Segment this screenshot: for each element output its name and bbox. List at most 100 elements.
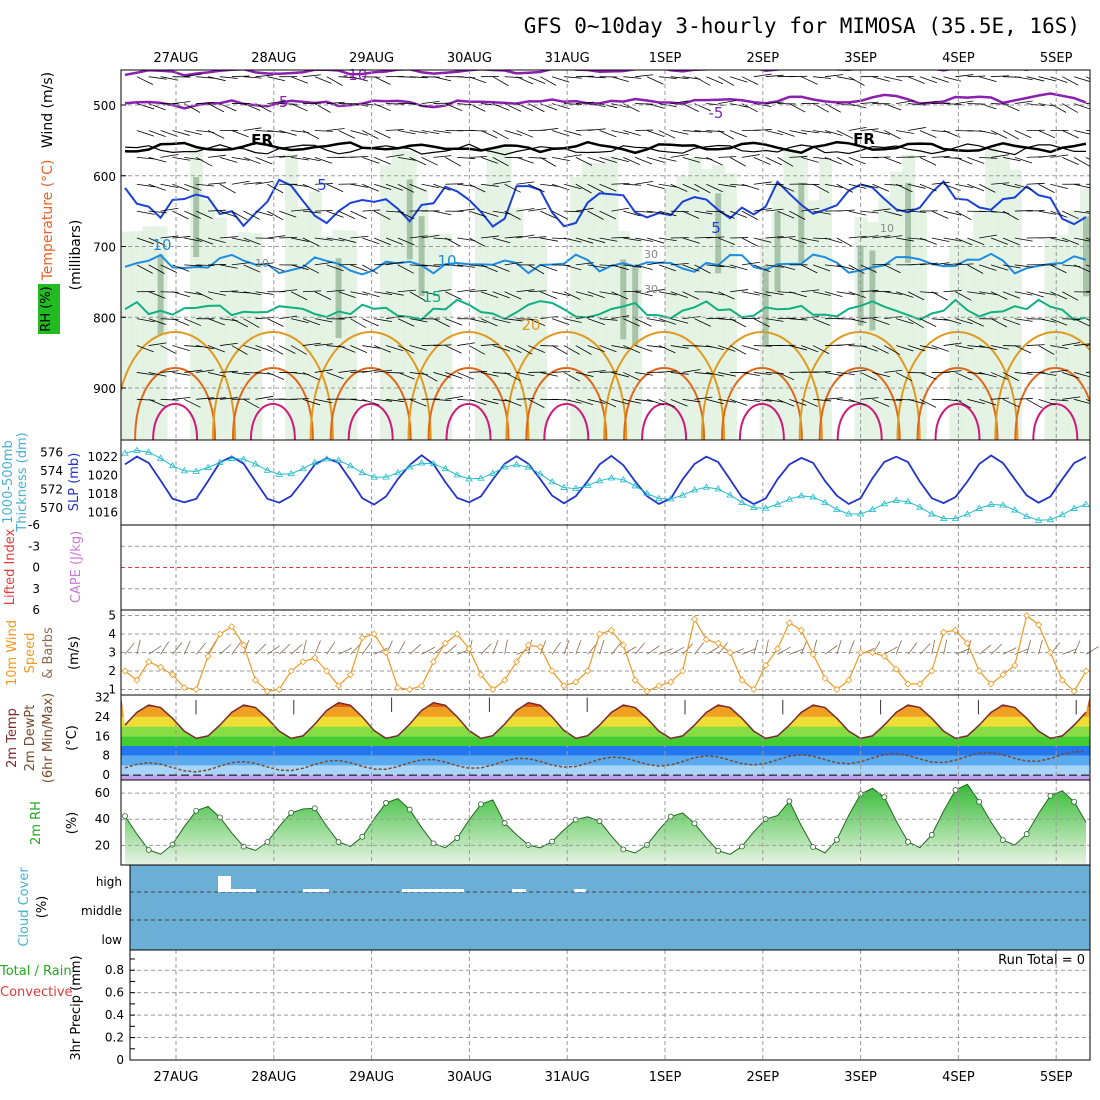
wind-barb: [587, 183, 604, 193]
wind-barb: [540, 291, 558, 300]
rh-shade-column: [913, 208, 927, 440]
wind-barb: [884, 345, 901, 355]
wind-barb: [635, 156, 653, 165]
rh2m-point: [406, 806, 413, 813]
wind-barb: [979, 130, 997, 135]
wind-barb: [741, 291, 760, 296]
wind-barb: [540, 372, 558, 377]
wind-barb: [623, 264, 642, 268]
wind-barb: [480, 156, 499, 164]
wind-barb: [943, 370, 962, 373]
wind-barb: [1073, 264, 1090, 273]
wind-barb: [919, 76, 938, 84]
wind-barb: [314, 261, 333, 266]
wind-barb: [243, 76, 262, 79]
cape-panel: -6 -3 0 3 6 Lifted Index CAPE (J/kg): [3, 518, 1090, 617]
wind-barb: [813, 371, 832, 373]
wind10-point: [263, 687, 271, 695]
wind10-barb: [919, 643, 931, 655]
wind-barb: [172, 318, 190, 326]
label-total-rain: Total / Rain: [0, 964, 72, 979]
wind-barb: [789, 318, 808, 321]
wind10-barb: [634, 642, 645, 655]
rh2m-point: [1071, 798, 1078, 805]
wind-barb: [706, 103, 725, 106]
wind-barb: [421, 156, 438, 166]
wind-barb: [504, 235, 523, 239]
isotherm-cold: [124, 70, 1032, 77]
wind-barb: [1062, 210, 1079, 220]
wind-barb: [267, 130, 286, 133]
wind-barb: [291, 183, 309, 188]
rh2m-point: [383, 800, 389, 806]
wind-barb: [409, 130, 428, 134]
wind-barb: [884, 130, 901, 140]
wind10-panel: 5 4 3 2 1 10m Wind Speed & Barbs (m/s): [5, 609, 1099, 696]
date-label-top: 28AUG: [251, 51, 296, 66]
wind-barb: [302, 183, 320, 192]
wind-barb: [492, 130, 509, 140]
wind-barb: [670, 345, 689, 349]
wind-barb: [1038, 130, 1056, 139]
wind-barb: [231, 75, 250, 78]
wind10-point: [785, 619, 793, 627]
wind-barb: [433, 130, 452, 134]
wind-barb: [1038, 372, 1057, 376]
wind10-barb: [717, 642, 728, 655]
wind10-point: [1070, 687, 1078, 695]
wind-barb: [516, 130, 534, 138]
wind-barb: [362, 130, 379, 140]
wind-barb: [409, 156, 427, 166]
wind-barb: [148, 183, 166, 191]
wind-barb: [397, 210, 415, 220]
wind10-point: [702, 635, 710, 644]
isotherm-warm-loop: [525, 367, 608, 440]
wind-barb: [967, 237, 985, 245]
wind-barb: [208, 397, 227, 400]
wind-barb: [445, 237, 462, 247]
wind-barb: [207, 345, 226, 353]
wind-barb: [860, 372, 877, 381]
wind-barb: [670, 130, 689, 135]
rh2m-point: [928, 831, 935, 838]
wind-barb: [551, 210, 569, 220]
wind-barb: [718, 264, 736, 269]
wind-barb: [824, 291, 843, 298]
wind-barb: [753, 291, 772, 297]
rh-shade-dark: [857, 245, 864, 326]
wind-barb: [1062, 237, 1080, 245]
wind-barb: [172, 291, 190, 298]
wind10-point: [999, 671, 1007, 679]
wind-barb: [469, 130, 488, 132]
wind-barb: [813, 398, 832, 402]
wind-barb: [587, 237, 606, 244]
rh-shade-column: [202, 199, 216, 440]
wind-barb: [872, 208, 891, 212]
wind-barb: [848, 369, 867, 373]
wind-barb: [243, 210, 260, 220]
wind-barb: [623, 318, 640, 327]
rh2m-point: [976, 798, 983, 805]
wind-barb: [243, 103, 261, 111]
wind-barb: [492, 372, 511, 375]
wind-barb: [718, 100, 737, 104]
wind-barb: [718, 76, 735, 86]
wind-barb: [136, 264, 153, 274]
wind10-barb: [492, 640, 499, 655]
isotherm-warm-loop: [407, 331, 530, 440]
wind-barb: [255, 103, 272, 113]
wind-barb: [907, 398, 926, 405]
rh-shade-column: [1068, 210, 1082, 440]
label-10m-wind: 10m Wind: [5, 620, 20, 686]
wind-barb: [243, 127, 262, 131]
wind-barb: [575, 372, 594, 377]
wind-barb: [148, 372, 167, 377]
li-tick: -3: [28, 539, 40, 553]
wind-barb: [623, 76, 642, 79]
wind-barb: [468, 318, 487, 324]
bottom-date-labels: 27AUG 28AUG 29AUG 30AUG 31AUG 1SEP 2SEP 3SEP 4SE…: [153, 1070, 1072, 1085]
isotherm-warm-loop: [798, 331, 921, 440]
wind-barb: [789, 210, 806, 221]
slp-tick: 1018: [87, 487, 118, 501]
date-label-bottom: 27AUG: [153, 1070, 198, 1085]
